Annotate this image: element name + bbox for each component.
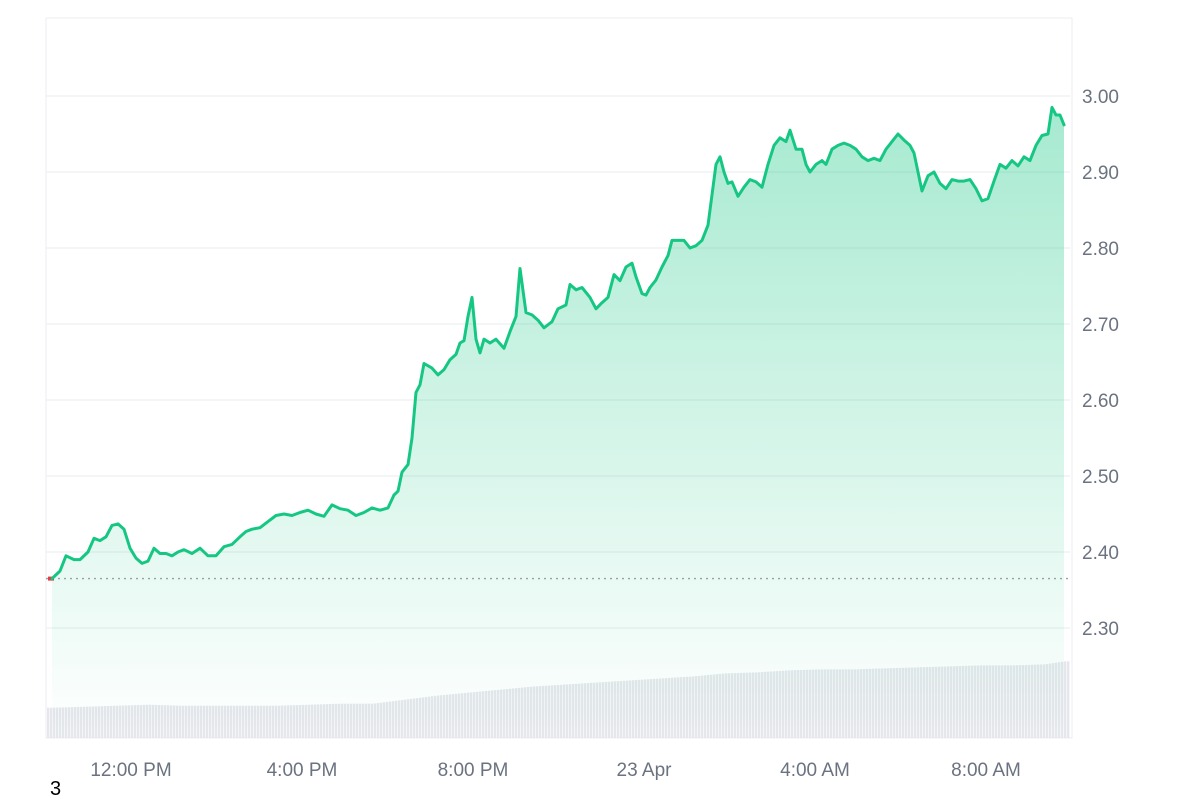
volume-bar-0 [47, 707, 50, 738]
y-tick-label-7: 3.00 [1082, 87, 1119, 108]
x-tick-label-4: 4:00 AM [780, 760, 850, 781]
y-tick-label-5: 2.80 [1082, 239, 1119, 260]
x-tick-label-5: 8:00 AM [951, 760, 1021, 781]
price-area-fill [52, 107, 1064, 738]
x-tick-label-3: 23 Apr [617, 760, 673, 781]
volume-bar-1 [50, 707, 53, 738]
x-tick-label-0: 12:00 PM [90, 760, 171, 781]
y-tick-label-4: 2.70 [1082, 315, 1119, 336]
x-axis-ticks: 12:00 PM 4:00 PM 8:00 PM 23 Apr 4:00 AM 8:00 … [90, 760, 1021, 781]
x-tick-label-2: 8:00 PM [438, 760, 509, 781]
y-tick-label-3: 2.60 [1082, 391, 1119, 412]
y-tick-label-1: 2.40 [1082, 543, 1119, 564]
price-area [52, 107, 1064, 738]
volume-bar-340 [1067, 661, 1070, 738]
corner-label: 3 [50, 778, 62, 800]
price-line [50, 105, 1066, 581]
volume-bar-339 [1064, 661, 1067, 738]
y-tick-label-2: 2.50 [1082, 467, 1119, 488]
x-tick-label-1: 4:00 PM [267, 760, 338, 781]
y-tick-label-0: 2.30 [1082, 619, 1119, 640]
price-series-line [50, 105, 1066, 581]
y-axis-ticks: 2.30 2.40 2.50 2.60 2.70 2.80 2.90 3.00 [1082, 87, 1119, 640]
y-tick-label-6: 2.90 [1082, 163, 1119, 184]
